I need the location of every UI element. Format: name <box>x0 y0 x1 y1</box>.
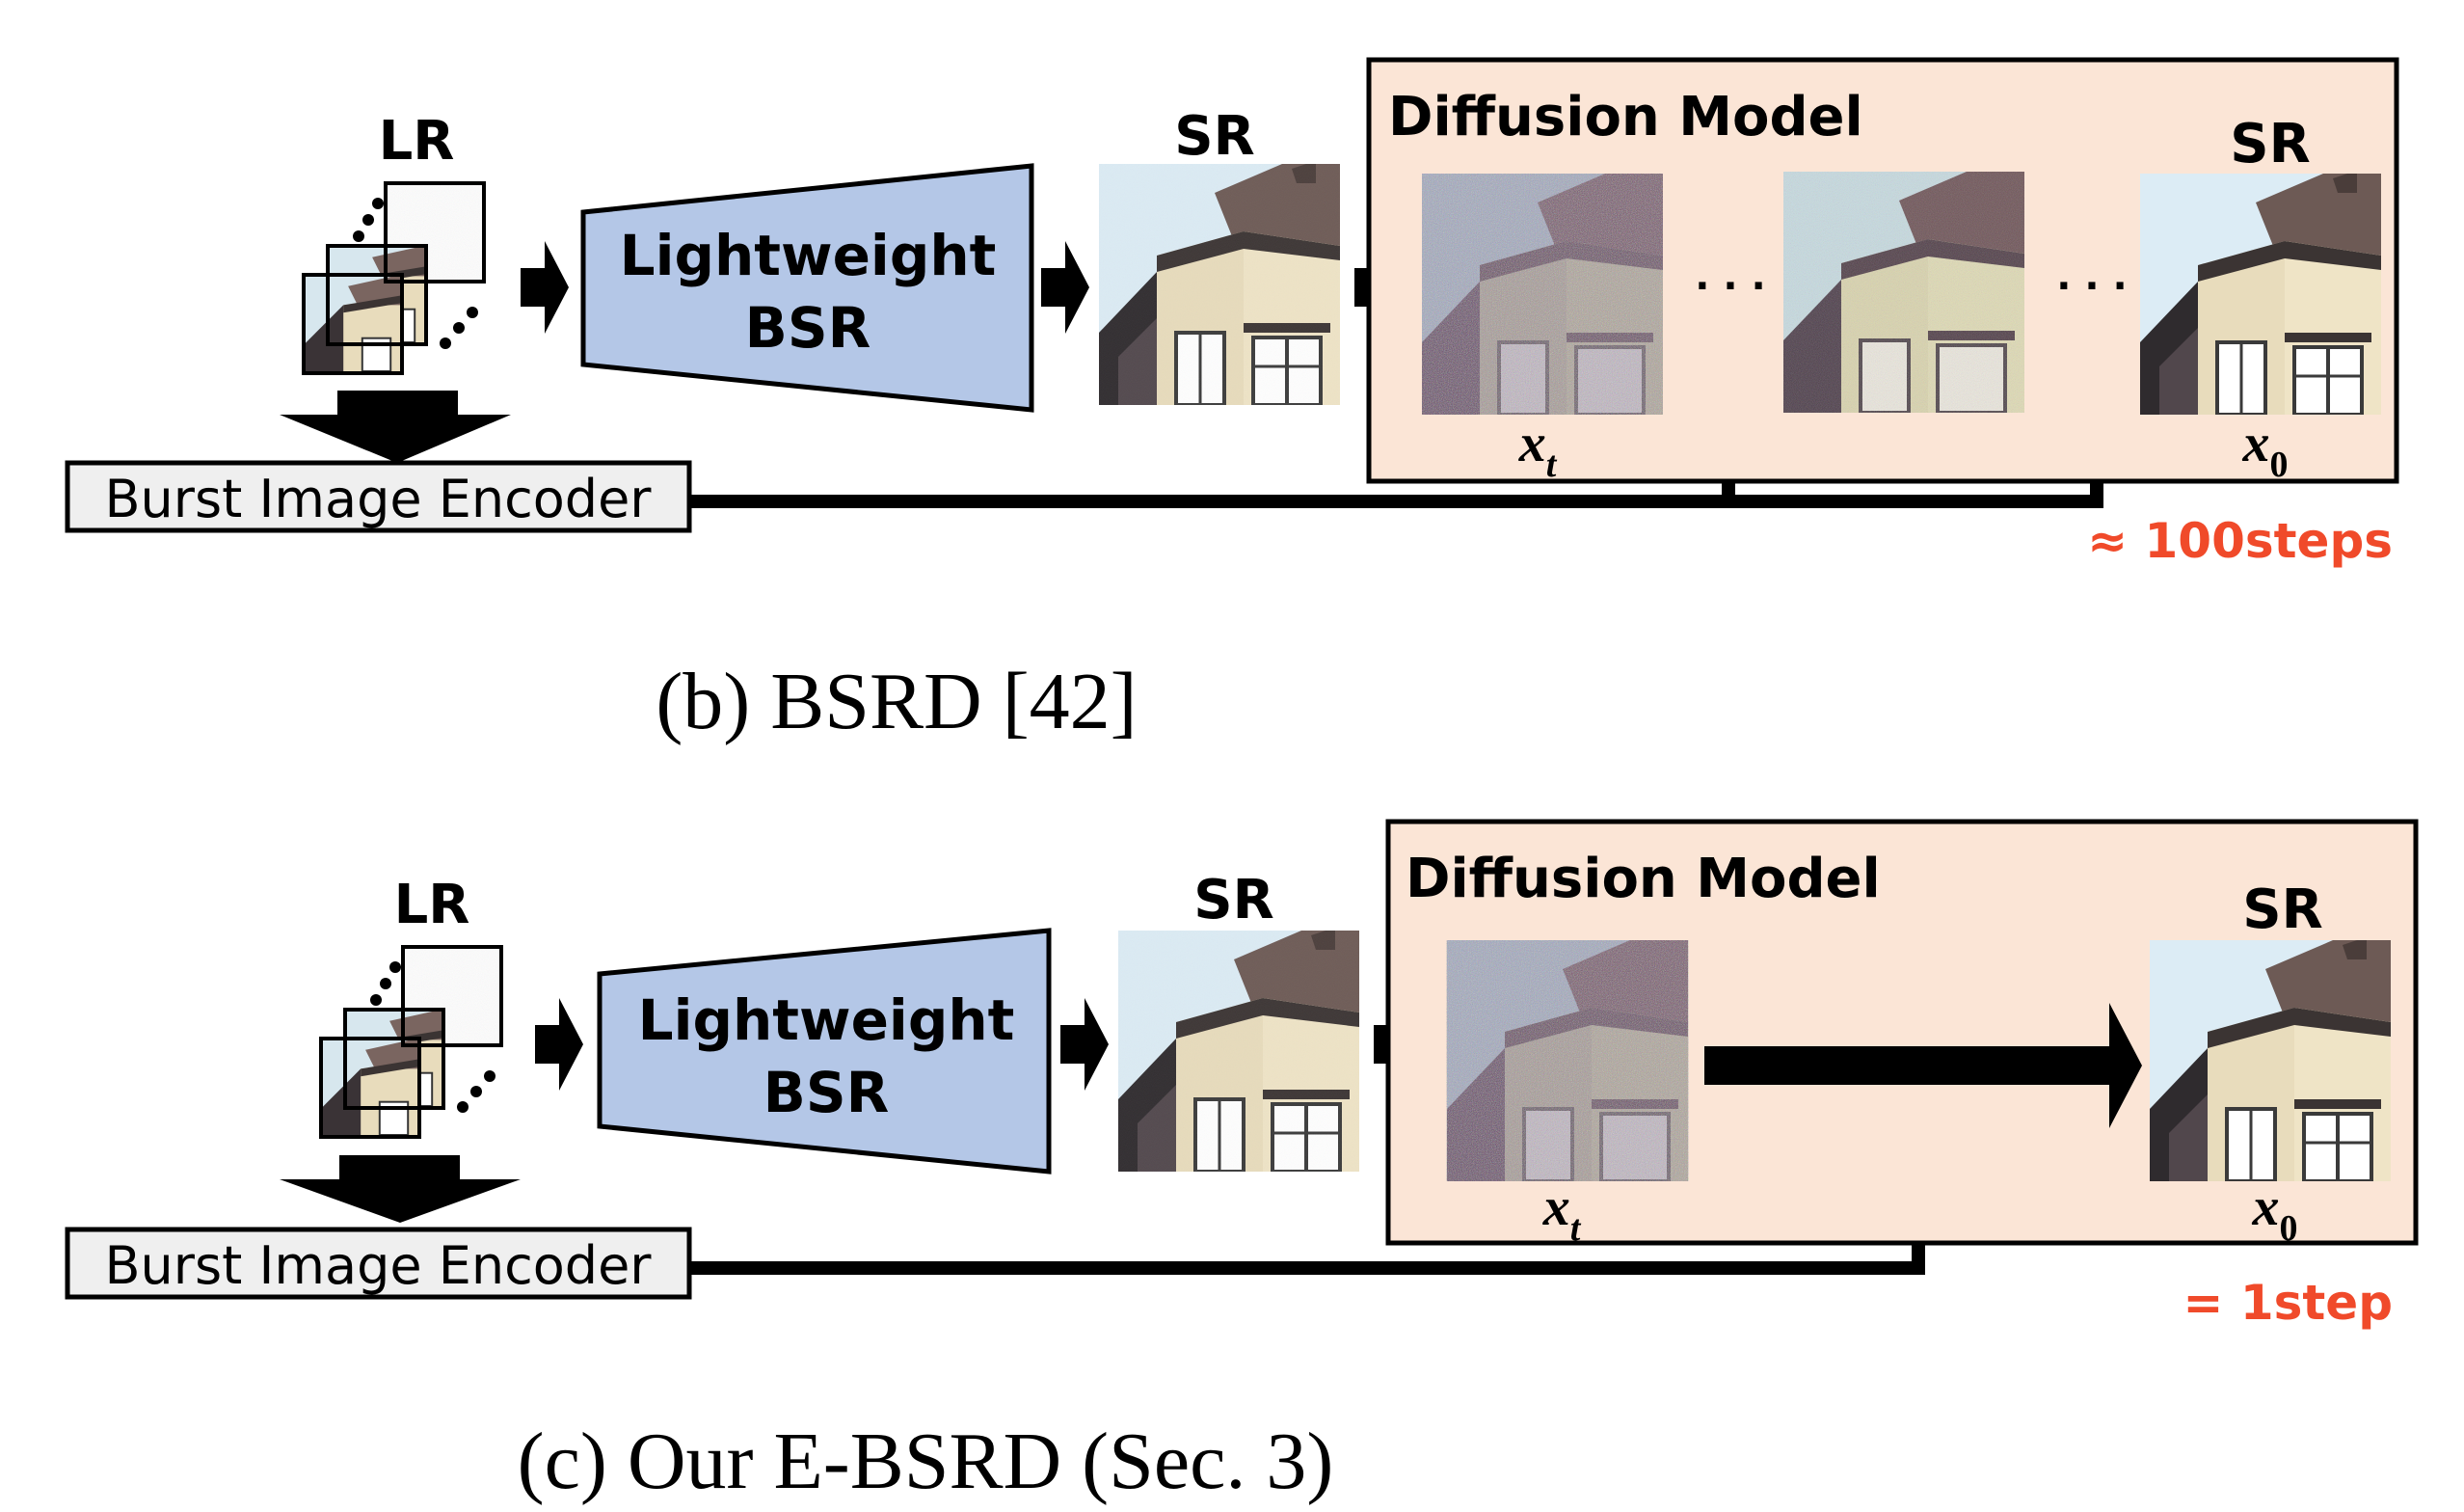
bsr-label-line1-b: Lightweight <box>620 223 997 288</box>
intermediate-denoised-image-b <box>1783 172 2024 413</box>
lr-burst-stack-c <box>319 945 503 1139</box>
arrow-lr-to-bsr-b <box>521 241 569 334</box>
x0-label-b: x0 <box>2242 414 2289 485</box>
burst-image-encoder-box-b <box>65 460 692 533</box>
arrow-bsr-to-sr-b <box>1041 241 1089 334</box>
burst-image-encoder-label-c: Burst Image Encoder <box>105 1235 653 1296</box>
one-step-arrow-c <box>1704 1003 2142 1128</box>
ellipsis-2-b: · · · <box>2056 264 2127 309</box>
diffusion-model-title-c: Diffusion Model <box>1406 848 1881 910</box>
lr-label-c: LR <box>394 874 470 936</box>
bsr-label-line2-c: BSR <box>763 1060 890 1125</box>
diffusion-model-title-b: Diffusion Model <box>1388 86 1863 148</box>
sr-label-b: SR <box>1174 105 1254 168</box>
burst-image-encoder-label-b: Burst Image Encoder <box>105 469 653 529</box>
arrow-lr-to-bsr-c <box>535 998 583 1091</box>
sr-label-c: SR <box>1193 869 1273 932</box>
xt-noisy-image-c <box>1446 940 1689 1181</box>
lightweight-bsr-block-c <box>597 928 1052 1174</box>
xt-noisy-image-b <box>1422 174 1663 415</box>
bsr-label-line2-b: BSR <box>745 295 871 361</box>
down-arrow-c <box>280 1155 521 1223</box>
steps-label-c: = 1step <box>2183 1275 2393 1331</box>
lr-label-b: LR <box>379 110 455 173</box>
down-arrow-b <box>280 391 511 463</box>
x0-clean-image-c <box>2150 940 2391 1181</box>
sr-output-label-c: SR <box>2242 878 2322 941</box>
bsr-label-line1-c: Lightweight <box>638 987 1015 1053</box>
xt-label-b: xt <box>1518 414 1558 485</box>
steps-label-b: ≈ 100steps <box>2087 513 2393 569</box>
sr-intermediate-image-c <box>1118 931 1359 1172</box>
arrow-bsr-to-sr-c <box>1060 998 1109 1091</box>
burst-image-encoder-box-c <box>65 1227 692 1300</box>
ellipsis-1-b: · · · <box>1695 264 1765 309</box>
sr-output-label-b: SR <box>2230 113 2310 176</box>
caption-c: (c) Our E-BSRD (Sec. 3) <box>518 1417 1334 1506</box>
caption-b: (b) BSRD [42] <box>656 657 1137 746</box>
panel-c: LR Burst Image Encoder <box>65 819 2419 1506</box>
xt-label-c: xt <box>1542 1177 1582 1249</box>
lr-burst-stack-b <box>302 181 486 375</box>
x0-label-c: x0 <box>2252 1177 2298 1249</box>
x0-clean-image-b <box>2140 174 2381 415</box>
panel-b: LR Burst Image E <box>65 57 2399 746</box>
lightweight-bsr-block-b <box>580 163 1034 413</box>
sr-intermediate-image-b <box>1099 164 1340 405</box>
